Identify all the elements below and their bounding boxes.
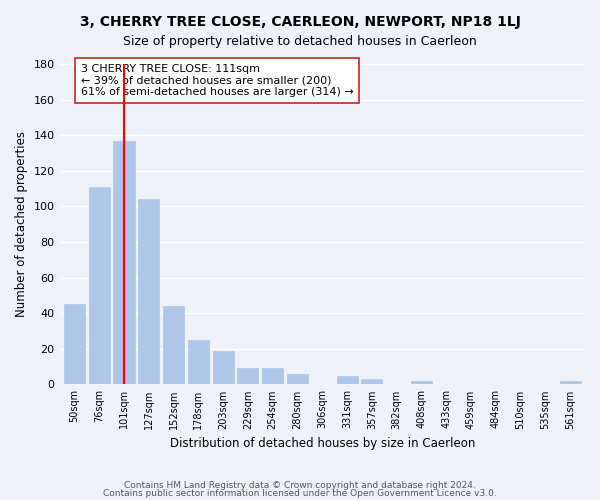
Text: 3, CHERRY TREE CLOSE, CAERLEON, NEWPORT, NP18 1LJ: 3, CHERRY TREE CLOSE, CAERLEON, NEWPORT,…: [80, 15, 520, 29]
Bar: [262, 368, 283, 384]
X-axis label: Distribution of detached houses by size in Caerleon: Distribution of detached houses by size …: [170, 437, 475, 450]
Bar: [163, 306, 184, 384]
Bar: [337, 376, 358, 384]
Bar: [287, 374, 308, 384]
Bar: [560, 381, 581, 384]
Bar: [89, 187, 110, 384]
Bar: [212, 350, 233, 384]
Bar: [238, 368, 259, 384]
Y-axis label: Number of detached properties: Number of detached properties: [15, 131, 28, 317]
Bar: [411, 381, 432, 384]
Text: Contains public sector information licensed under the Open Government Licence v3: Contains public sector information licen…: [103, 488, 497, 498]
Text: 3 CHERRY TREE CLOSE: 111sqm
← 39% of detached houses are smaller (200)
61% of se: 3 CHERRY TREE CLOSE: 111sqm ← 39% of det…: [80, 64, 353, 97]
Bar: [361, 379, 382, 384]
Bar: [64, 304, 85, 384]
Text: Contains HM Land Registry data © Crown copyright and database right 2024.: Contains HM Land Registry data © Crown c…: [124, 481, 476, 490]
Bar: [138, 200, 160, 384]
Text: Size of property relative to detached houses in Caerleon: Size of property relative to detached ho…: [123, 35, 477, 48]
Bar: [188, 340, 209, 384]
Bar: [113, 140, 134, 384]
